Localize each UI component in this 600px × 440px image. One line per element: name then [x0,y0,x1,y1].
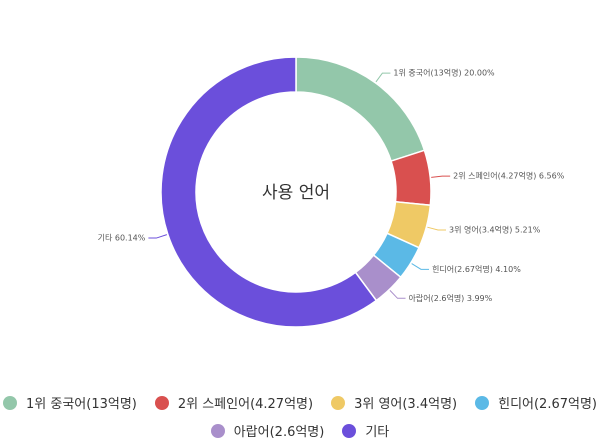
legend-label: 3위 영어(3.4억명) [354,397,458,412]
leader-line-3 [427,226,446,231]
legend-item-4[interactable]: 힌디어(2.67억명) [475,393,597,412]
leader-line-4 [411,263,429,270]
data-label-3: 3위 영어(3.4억명) 5.21% [449,225,541,235]
leader-line-1 [375,72,391,83]
legend-item-1[interactable]: 1위 중국어(13억명) [3,393,137,412]
legend-label: 아랍어(2.6억명) [233,425,325,440]
legend-swatch-icon [475,395,490,410]
legend-swatch-icon [3,395,17,410]
center-label: 사용 언어 [262,183,330,203]
leader-line-6 [148,234,167,239]
legend-item-2[interactable]: 2위 스페인어(4.27억명) [154,393,314,412]
pie-slice-6[interactable] [160,56,378,328]
data-label-5: 아랍어(2.6억명) 3.99% [409,293,493,303]
legend-item-6[interactable]: 기타 [342,421,389,440]
legend-swatch-icon [331,395,346,410]
data-label-6: 기타 60.14% [98,234,146,243]
data-label-1: 1위 중국어(13억명) 20.00% [393,68,495,78]
legend-label: 기타 [365,425,390,440]
legend-swatch-icon [342,423,357,438]
legend-row: 아랍어(2.6억명) 기타 [0,421,600,440]
data-label-4: 힌디어(2.67억명) 4.10% [432,264,521,274]
leader-line-2 [431,175,451,178]
legend-item-5[interactable]: 아랍어(2.6억명) [210,421,325,440]
legend-label: 1위 중국어(13억명) [26,397,137,412]
pie-slice-2[interactable] [390,149,432,207]
data-label-2: 2위 스페인어(4.27억명) 6.56% [453,171,565,181]
donut-chart: 1위 중국어(13억명) 20.00% 2위 스페인어(4.27억명) 6.56%… [98,56,565,328]
legend-swatch-icon [154,395,169,410]
legend-item-3[interactable]: 3위 영어(3.4억명) [331,393,457,412]
legend-label: 2위 스페인어(4.27억명) [177,397,314,412]
legend-label: 힌디어(2.67억명) [498,397,597,412]
legend-swatch-icon [210,423,225,438]
leader-line-5 [389,290,406,299]
legend-row: 1위 중국어(13억명) 2위 스페인어(4.27억명) 3위 영어(3.4억명) 힌… [0,393,600,412]
